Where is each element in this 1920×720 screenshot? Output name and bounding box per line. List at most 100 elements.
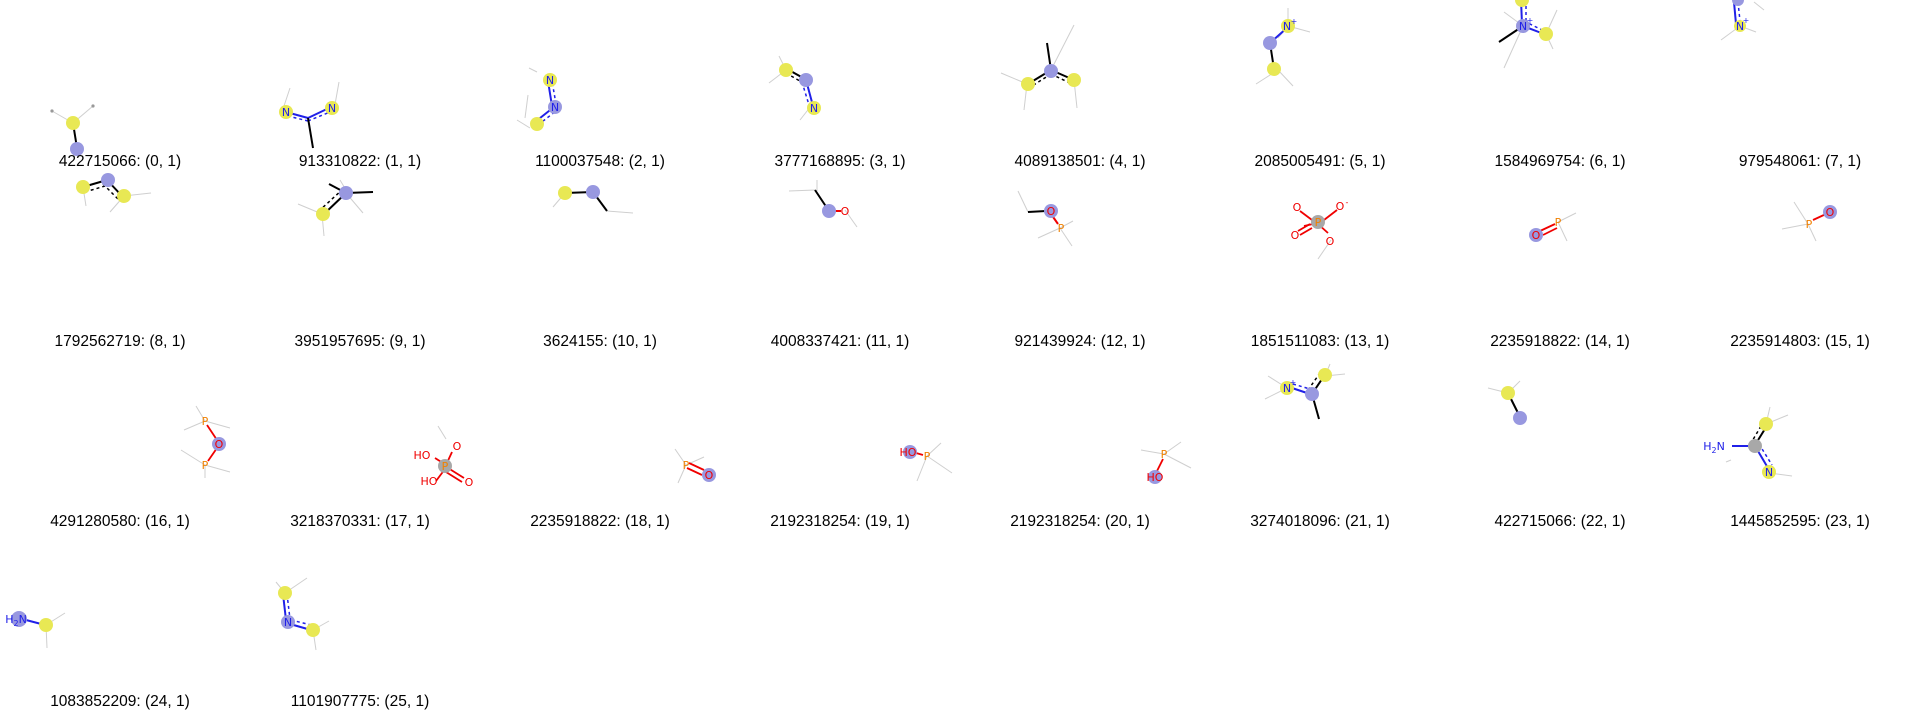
fragment-legend: 3218370331: (17, 1) xyxy=(290,513,430,530)
highlight-atom xyxy=(1263,36,1277,50)
fragment-legend: 2235918822: (18, 1) xyxy=(530,513,670,530)
oxygen-atom-label: O xyxy=(1532,229,1541,242)
fragment-cell: N N 913310822: (1, 1) xyxy=(240,0,480,180)
phosphorus-atom-label: P xyxy=(1161,448,1168,461)
fragment-cell: P O P 4291280580: (16, 1) xyxy=(0,360,240,540)
fragment-legend: 913310822: (1, 1) xyxy=(298,153,422,170)
highlight-atom xyxy=(339,186,353,200)
nitrogen-atom-label: N xyxy=(1765,466,1773,479)
highlight-atom xyxy=(325,101,339,115)
highlight-atom xyxy=(66,116,80,130)
molecule-drawing: P O xyxy=(674,448,716,484)
fragment-legend: 1792562719: (8, 1) xyxy=(54,333,186,350)
fragment-legend: 3274018096: (21, 1) xyxy=(1250,513,1390,530)
molecule-drawing: N xyxy=(275,577,330,651)
oxygen-atom-label: O xyxy=(453,440,462,453)
amine-label: H2N xyxy=(1703,440,1725,455)
highlight-atom xyxy=(1823,205,1837,219)
highlight-atom xyxy=(1280,381,1294,395)
fragment-legend: 2235914803: (15, 1) xyxy=(1730,333,1870,350)
highlight-atom xyxy=(1501,386,1515,400)
fragment-cell: O P 921439924: (12, 1) xyxy=(960,180,1200,360)
highlight-atom xyxy=(1539,27,1553,41)
fragment-legend: 1584969754: (6, 1) xyxy=(1494,153,1626,170)
charge-label: + xyxy=(1743,16,1750,25)
molecule-drawing xyxy=(552,185,634,214)
phosphorus-atom-label: P xyxy=(1315,216,1322,229)
highlight-atom xyxy=(558,186,572,200)
phosphorus-atom-label: P xyxy=(924,450,931,463)
highlight-atom xyxy=(1281,19,1295,33)
molecule-drawing xyxy=(1000,24,1081,111)
molecule-drawing: N + xyxy=(1498,0,1558,69)
oxygen-atom-label: O xyxy=(1293,201,1302,214)
fragment-legend: 2192318254: (19, 1) xyxy=(770,513,910,530)
fragment-legend: 2235918822: (14, 1) xyxy=(1490,333,1630,350)
molecule-drawing xyxy=(297,179,374,237)
fragment-cell: P O 2235918822: (18, 1) xyxy=(480,360,720,540)
amine-label: H2N xyxy=(5,613,27,628)
molecule-drawing: N xyxy=(768,55,821,121)
fragment-legend: 4008337421: (11, 1) xyxy=(770,333,910,350)
molecule-drawing: P HO xyxy=(900,442,953,482)
highlight-atom xyxy=(779,63,793,77)
highlight-atom xyxy=(278,586,292,600)
molecule-drawing: N H2N xyxy=(1703,406,1793,479)
charge-label: + xyxy=(1290,378,1297,387)
phosphorus-atom-label: P xyxy=(202,415,209,428)
highlight-atom xyxy=(1267,62,1281,76)
highlight-atom xyxy=(1732,0,1744,6)
oxygen-atom-label: O xyxy=(841,205,850,218)
highlight-atom xyxy=(117,189,131,203)
highlight-atom xyxy=(1734,20,1746,32)
fragment-cell: P O O - O O 1851511083: (13, 1) xyxy=(1200,180,1440,360)
molecule-drawing: N N xyxy=(279,81,340,149)
highlight-atom xyxy=(822,204,836,218)
highlight-atom xyxy=(11,611,27,627)
highlight-atom xyxy=(530,117,544,131)
nitrogen-atom-label: N xyxy=(810,102,818,115)
fragment-cell: N + 2085005491: (5, 1) xyxy=(1200,0,1440,180)
fragment-cell: N 3777168895: (3, 1) xyxy=(720,0,960,180)
molecule-drawing: N + xyxy=(1264,363,1346,420)
molecule-drawing: O P xyxy=(1017,190,1074,247)
fragment-cell: 3951957695: (9, 1) xyxy=(240,179,480,360)
oxygen-atom-label: O xyxy=(1826,206,1835,219)
phosphorus-atom-label: P xyxy=(442,460,449,473)
highlight-atom xyxy=(306,623,320,637)
molecule-drawing xyxy=(1487,380,1527,425)
oxygen-atom-label: O xyxy=(215,438,224,451)
fragment-cell: H2N 1083852209: (24, 1) xyxy=(0,540,240,720)
highlight-atom xyxy=(702,468,716,482)
oxygen-atom-label: O xyxy=(1336,200,1345,213)
fragment-cell: 3624155: (10, 1) xyxy=(480,180,720,360)
molecule-drawing: N N xyxy=(516,67,562,131)
molecule-drawing: P O P xyxy=(180,405,231,478)
fragment-legend: 1083852209: (24, 1) xyxy=(50,693,190,710)
oxygen-atom-label: O xyxy=(1047,205,1056,218)
fragment-cell: 422715066: (0, 1) xyxy=(0,0,240,180)
phosphorus-atom-label: P xyxy=(1555,216,1562,229)
oxygen-atom-label: O xyxy=(705,469,714,482)
nitrogen-atom-label: N xyxy=(1283,20,1291,33)
highlight-atom xyxy=(39,618,53,632)
oxygen-atom-label: O xyxy=(465,476,474,489)
highlight-atom xyxy=(70,142,84,156)
highlight-atom xyxy=(1044,204,1058,218)
molecule-drawing: H2N xyxy=(5,611,66,649)
oxygen-atom-label: O xyxy=(1326,235,1335,248)
fragment-cell: P HO 2192318254: (20, 1) xyxy=(960,360,1200,540)
fragment-cell: P HO 2192318254: (19, 1) xyxy=(720,360,960,540)
highlight-atom xyxy=(1516,19,1530,33)
fragment-legend: 1101907775: (25, 1) xyxy=(290,693,430,710)
fragment-cell: 422715066: (22, 1) xyxy=(1440,360,1680,540)
fragment-cell: O 4008337421: (11, 1) xyxy=(720,180,960,360)
molecule-drawing xyxy=(76,173,152,213)
molecule-drawing: N + xyxy=(1255,8,1311,87)
highlight-atom xyxy=(438,459,452,473)
highlight-atom xyxy=(807,101,821,115)
highlight-atom xyxy=(1759,417,1773,431)
highlight-atom xyxy=(1021,77,1035,91)
nitrogen-atom-label: N xyxy=(1736,20,1744,33)
fragment-cell: N + 3274018096: (21, 1) xyxy=(1200,360,1440,540)
